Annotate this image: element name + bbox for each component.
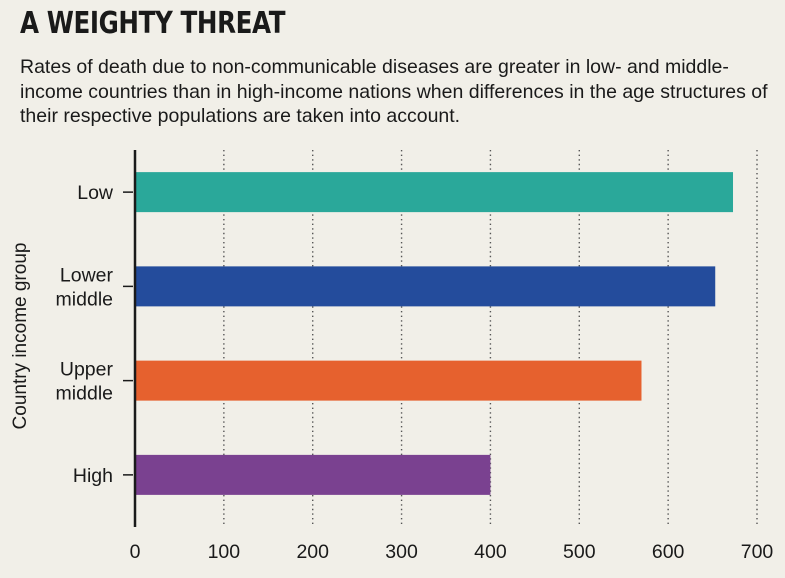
x-tick-label: 600 — [652, 541, 685, 563]
chart-title: A WEIGHTY THREAT — [20, 6, 286, 41]
x-tick-label: 400 — [474, 541, 507, 563]
x-tick-label: 200 — [296, 541, 329, 563]
y-category-label: High — [73, 465, 113, 487]
y-category-label: middle — [56, 383, 113, 405]
bar — [136, 266, 716, 307]
bar — [136, 172, 734, 213]
x-tick-label: 700 — [741, 541, 774, 563]
y-category-label: Low — [77, 182, 114, 204]
x-tick-label: 0 — [130, 541, 141, 563]
x-tick-label: 100 — [208, 541, 241, 563]
x-axis-ticks: 0 100 200 300 400 500 600 700 — [130, 541, 774, 563]
x-tick-label: 500 — [563, 541, 596, 563]
y-axis-title: Country income group — [10, 243, 31, 430]
bar — [136, 360, 642, 401]
chart-subtitle: Rates of death due to non-communicable d… — [20, 56, 768, 127]
bars — [136, 172, 734, 495]
y-category-label: Upper — [60, 359, 114, 381]
x-tick-label: 300 — [385, 541, 418, 563]
y-category-label: middle — [56, 288, 113, 310]
y-category-label: Lower — [60, 264, 114, 286]
bar — [136, 454, 491, 495]
